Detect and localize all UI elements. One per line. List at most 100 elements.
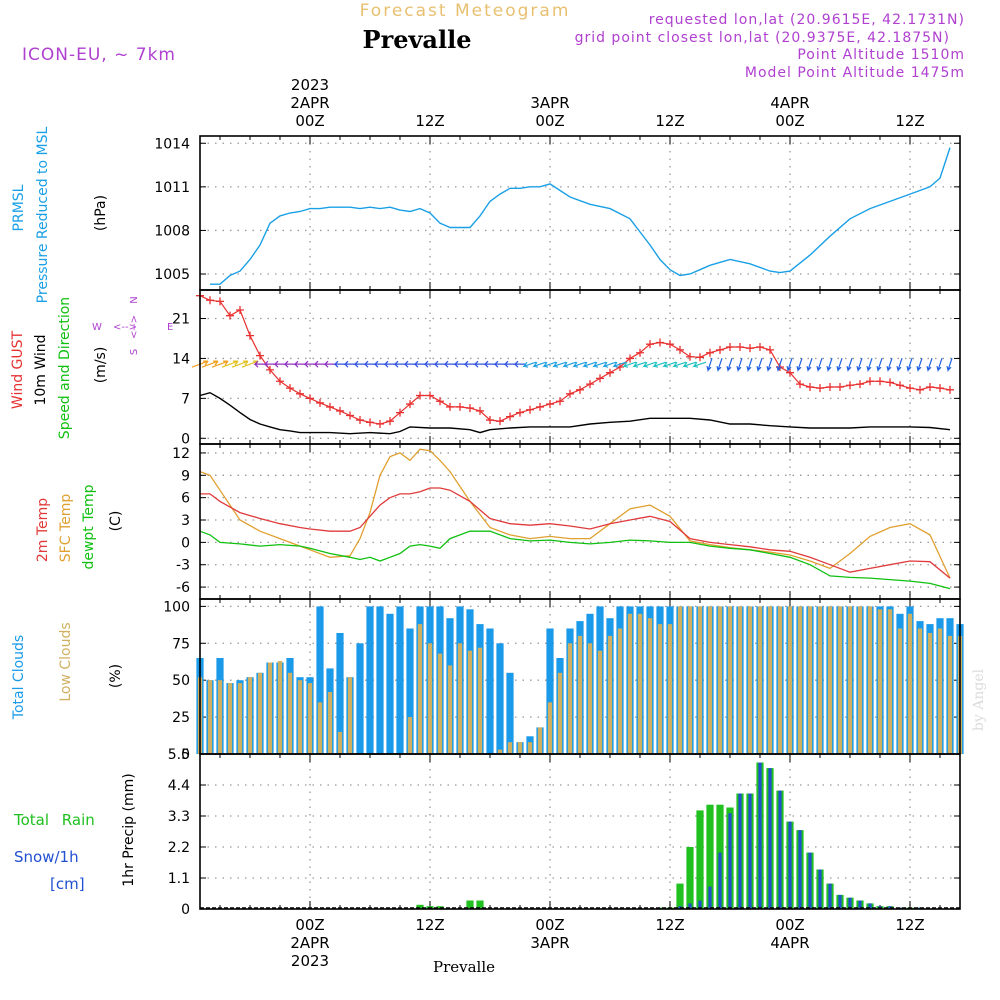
total-cloud-bar bbox=[396, 606, 404, 754]
clouds-panel-ytick-label: 50 bbox=[172, 673, 190, 689]
gust-series bbox=[199, 295, 951, 425]
low-cloud-bar bbox=[457, 643, 463, 754]
pressure-panel-ytick-label: 1014 bbox=[154, 136, 190, 152]
total-cloud-bar bbox=[316, 606, 324, 754]
low-cloud-bar bbox=[287, 672, 293, 754]
temp-frame bbox=[199, 443, 961, 600]
gust-marker bbox=[666, 340, 674, 349]
low-cloud-bar bbox=[927, 633, 933, 754]
low-cloud-bar bbox=[787, 606, 793, 754]
low-cloud-bar bbox=[227, 683, 233, 754]
total-cloud-bar bbox=[386, 613, 394, 754]
wind-direction-arrow bbox=[806, 357, 813, 373]
gust-marker bbox=[376, 420, 384, 429]
gust-marker bbox=[646, 340, 654, 349]
total-cloud-bar bbox=[366, 606, 374, 754]
wind-direction-arrow bbox=[211, 360, 229, 368]
low-cloud-bar bbox=[737, 606, 743, 754]
low-cloud-bar bbox=[277, 661, 283, 754]
speed-direction-label: Speed and Direction bbox=[57, 297, 73, 439]
bottom-time-label: 12Z bbox=[415, 916, 444, 934]
snow-bar bbox=[768, 768, 772, 909]
low-cloud-bar bbox=[657, 624, 663, 754]
pct-unit-label: (%) bbox=[108, 664, 124, 688]
low-cloud-bar bbox=[607, 635, 613, 754]
gust-marker bbox=[206, 296, 214, 305]
dewpt-temp-label: dewpt Temp bbox=[81, 484, 97, 569]
gust-marker bbox=[656, 338, 664, 347]
low-cloud-bar bbox=[257, 672, 263, 754]
low-cloud-bar bbox=[527, 742, 533, 754]
total-cloud-bar bbox=[486, 628, 494, 754]
gust-marker bbox=[296, 389, 304, 398]
bottom-time-label: 00Z bbox=[295, 916, 324, 934]
clouds-panel-ytick-label: 25 bbox=[172, 710, 190, 726]
wind-direction-arrow bbox=[542, 361, 557, 368]
low-cloud-bar bbox=[917, 628, 923, 754]
low-cloud-bar bbox=[307, 683, 313, 754]
gust-marker bbox=[866, 377, 874, 386]
low-cloud-bar bbox=[297, 680, 303, 754]
wind-direction-arrow bbox=[632, 361, 647, 368]
wind-direction-arrow bbox=[433, 360, 445, 368]
gust-marker bbox=[276, 377, 284, 386]
gust-marker bbox=[696, 353, 704, 362]
low-cloud-bar bbox=[887, 609, 893, 754]
wind-direction-arrow bbox=[776, 357, 783, 373]
gust-marker bbox=[316, 398, 324, 407]
gust-marker bbox=[836, 382, 844, 391]
wind-direction-arrow bbox=[283, 360, 295, 368]
compass-w: W bbox=[92, 322, 102, 333]
wind-direction-arrow bbox=[746, 357, 753, 373]
low-cloud-bar bbox=[867, 606, 873, 754]
gust-marker bbox=[256, 351, 264, 360]
snow-bar bbox=[688, 903, 692, 909]
wind-direction-arrow bbox=[522, 361, 537, 368]
gust-marker bbox=[506, 412, 514, 421]
snow-bar bbox=[828, 883, 832, 909]
wind-direction-arrow bbox=[453, 360, 465, 368]
low-cloud-bar bbox=[947, 635, 953, 754]
low-cloud-bar bbox=[267, 662, 273, 754]
wind-direction-arrow bbox=[816, 357, 823, 373]
wind-direction-arrow bbox=[756, 357, 763, 373]
rain-bar bbox=[476, 900, 484, 909]
low-cloud-bar bbox=[937, 628, 943, 754]
top-time-label: 12Z bbox=[415, 112, 444, 130]
rain-bar bbox=[706, 804, 714, 909]
wind-direction-arrow bbox=[926, 357, 933, 373]
compass-v: <--> bbox=[129, 315, 140, 339]
low-cloud-bar bbox=[857, 606, 863, 754]
precip-panel-ytick-label: 5.5 bbox=[168, 747, 190, 763]
gust-marker bbox=[236, 305, 244, 314]
top-time-label: 3APR bbox=[530, 94, 569, 112]
low-cloud-bar bbox=[507, 742, 513, 754]
gust-marker bbox=[756, 343, 764, 352]
wind-direction-arrow bbox=[443, 360, 455, 368]
low-cloud-bar bbox=[547, 702, 553, 754]
top-time-label: 2APR bbox=[290, 94, 329, 112]
low-cloud-bar bbox=[577, 635, 583, 754]
snow-bar bbox=[698, 900, 702, 909]
compass-n: N bbox=[129, 296, 140, 303]
gust-marker bbox=[846, 381, 854, 390]
low-cloud-bar bbox=[847, 606, 853, 754]
low-cloud-bar bbox=[477, 647, 483, 754]
low-clouds-label: Low Clouds bbox=[58, 622, 74, 701]
wind-panel-ytick-label: 7 bbox=[181, 391, 190, 407]
top-time-label: 00Z bbox=[775, 112, 804, 130]
sfc-temp-label: SFC Temp bbox=[58, 494, 74, 563]
wind-direction-arrow bbox=[706, 357, 713, 373]
total-cloud-bar bbox=[506, 672, 514, 754]
ms-unit-label: (m/s) bbox=[93, 347, 109, 384]
wind-direction-arrow bbox=[946, 357, 953, 373]
gust-marker bbox=[526, 405, 534, 414]
wind-direction-arrow bbox=[736, 357, 743, 373]
total-cloud-bar bbox=[336, 633, 344, 754]
wind-direction-arrow bbox=[936, 357, 943, 373]
compass-e: E bbox=[167, 322, 173, 333]
dewpt-series bbox=[199, 530, 951, 590]
pressure-panel: 1005 1008 1011 1014 bbox=[154, 136, 960, 290]
